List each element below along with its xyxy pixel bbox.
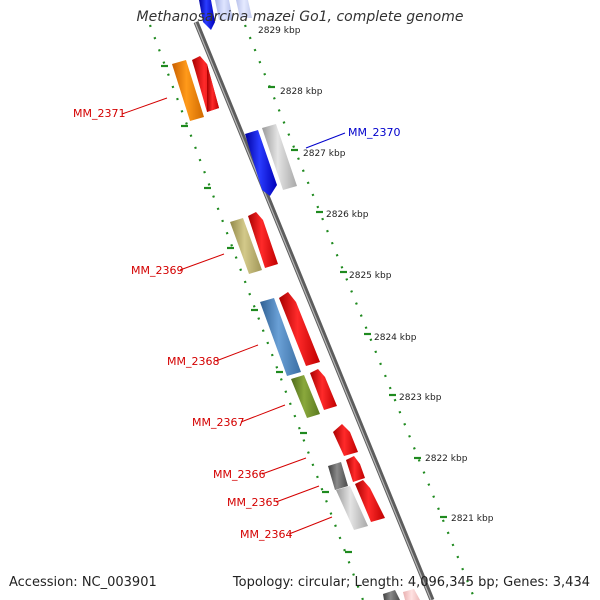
gene-top-partial[interactable] (199, 0, 252, 30)
gene-label-mm2368[interactable]: MM_2368 (167, 355, 219, 368)
gene-mm2365[interactable] (328, 462, 385, 522)
gene-label-mm2371[interactable]: MM_2371 (73, 107, 125, 120)
tick-label-2824: 2824 kbp (374, 333, 417, 343)
topology-text: Topology: circular; Length: 4,096,345 bp… (232, 575, 590, 590)
tick-label-2828: 2828 kbp (280, 87, 323, 97)
gene-mm2364[interactable] (336, 486, 368, 530)
gene-mm2367[interactable] (291, 369, 337, 418)
gene-label-mm2365[interactable]: MM_2365 (227, 496, 279, 509)
tick-label-2823: 2823 kbp (399, 393, 442, 403)
gene-mm2366[interactable] (333, 424, 365, 482)
tick-label-2825: 2825 kbp (349, 271, 392, 281)
gene-label-mm2364[interactable]: MM_2364 (240, 528, 292, 541)
inner-track (148, 24, 365, 600)
track-major-ticks (161, 64, 447, 554)
tick-label-2829: 2829 kbp (258, 26, 301, 36)
tick-label-2821: 2821 kbp (451, 514, 494, 524)
tick-label-2826: 2826 kbp (326, 210, 369, 220)
gene-label-mm2366[interactable]: MM_2366 (213, 468, 265, 481)
genome-backbone-highlight (194, 21, 432, 600)
gene-mm2370[interactable] (245, 124, 297, 196)
gene-mm2369[interactable] (230, 212, 278, 274)
accession-text: Accession: NC_003901 (9, 575, 157, 590)
tick-label-2827: 2827 kbp (303, 149, 346, 159)
gene-mm2368[interactable] (260, 292, 320, 376)
tick-label-2822: 2822 kbp (425, 454, 468, 464)
map-title: Methanosarcina mazei Go1, complete genom… (136, 9, 464, 25)
genome-backbone (193, 21, 435, 600)
gene-mm2371[interactable] (172, 56, 219, 121)
gene-label-mm2367[interactable]: MM_2367 (192, 416, 244, 429)
gene-label-leaders (121, 97, 346, 535)
gene-bottom-partial[interactable] (383, 589, 420, 600)
gene-label-mm2370[interactable]: MM_2370 (348, 126, 400, 139)
gene-label-mm2369[interactable]: MM_2369 (131, 264, 183, 277)
